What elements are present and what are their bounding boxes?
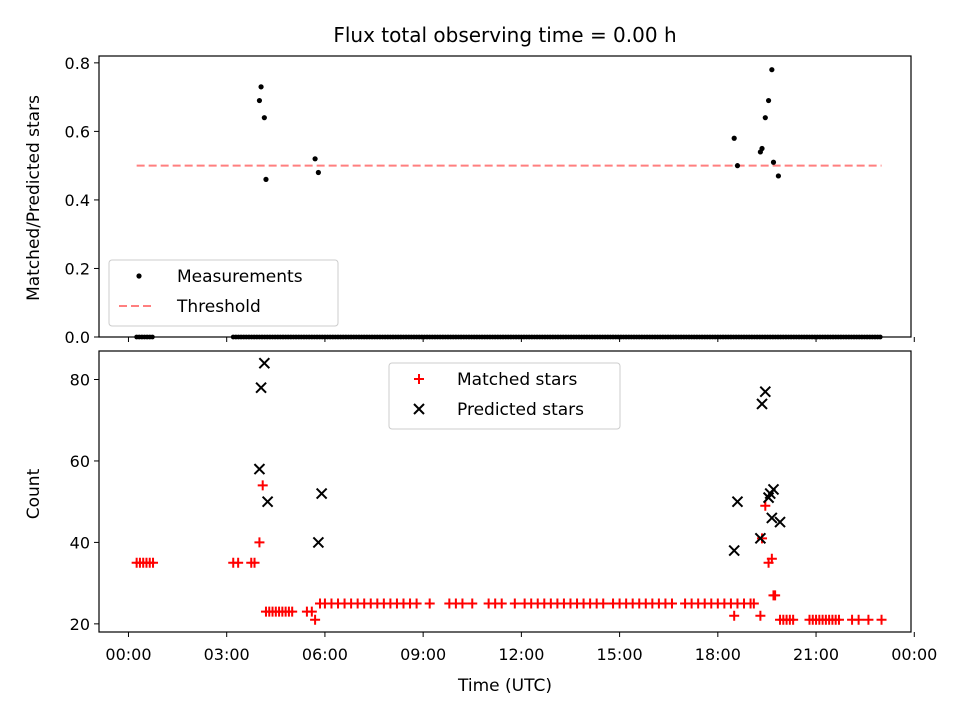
x-tick-label: 00:00	[891, 645, 937, 664]
matched-star-marker	[509, 598, 520, 609]
bottom-axes: 20 40 60 80 00:00 03:00 06:00 09:00 12:00 15:00 18…	[70, 350, 937, 664]
top-y-axis-label: Matched/Predicted stars	[24, 95, 44, 301]
matched-star-marker	[496, 598, 507, 609]
plot-frame	[98, 55, 912, 338]
predicted-star-marker	[756, 398, 768, 410]
matched-star-marker	[249, 557, 260, 568]
matched-star-marker	[310, 614, 321, 625]
matched-star-marker	[755, 610, 766, 621]
matched-star-marker	[757, 533, 768, 544]
legend-box	[108, 259, 339, 327]
chart-title: Flux total observing time = 0.00 h	[333, 23, 676, 47]
y-tick-label: 0.6	[65, 122, 90, 141]
legend-marker-x	[413, 403, 425, 415]
predicted-star-marker	[312, 536, 325, 549]
legend-label: Matched stars	[457, 370, 577, 390]
measurement-point	[759, 145, 765, 152]
predicted-star-marker	[255, 381, 267, 394]
matched-star-marker	[853, 614, 864, 625]
measurement-point	[258, 84, 264, 90]
matched-star-marker	[257, 480, 268, 491]
measurement-point	[769, 67, 775, 73]
matched-star-marker	[306, 606, 317, 617]
x-tick-label: 15:00	[597, 645, 643, 664]
predicted-star-marker	[767, 483, 780, 496]
x-axis-label: Time (UTC)	[457, 676, 552, 696]
matched-star-marker	[729, 610, 740, 621]
measurement-point	[256, 97, 263, 104]
measurement-point	[770, 159, 777, 165]
matched-star-marker	[766, 553, 777, 564]
matched-star-marker	[833, 614, 844, 625]
predicted-star-marker	[731, 495, 744, 508]
y-tick-label: 60	[70, 452, 90, 471]
matched-star-marker	[760, 500, 771, 511]
top-data-layer	[134, 67, 883, 340]
x-tick-label: 12:00	[498, 645, 544, 664]
x-tick-label: 18:00	[695, 645, 741, 664]
matched-star-marker	[876, 614, 887, 625]
predicted-star-marker	[315, 487, 328, 500]
predicted-star-marker	[728, 544, 740, 557]
matched-star-marker	[467, 598, 478, 609]
bottom-data-layer	[131, 357, 887, 625]
legend-box	[388, 362, 621, 430]
bottom-panel: Count Time (UTC) 20 40 60 80 00:00 03:00 06:00…	[24, 350, 937, 696]
matched-star-marker	[457, 598, 468, 609]
x-tick-label: 21:00	[793, 645, 839, 664]
measurement-point	[734, 163, 741, 169]
predicted-star-marker	[261, 495, 274, 508]
legend-label: Predicted stars	[457, 400, 584, 420]
y-tick-label: 0.8	[65, 54, 90, 73]
predicted-star-marker	[774, 516, 786, 528]
measurement-point	[762, 115, 768, 121]
matched-star-marker	[287, 606, 298, 617]
measurement-point	[731, 135, 737, 141]
predicted-star-marker	[766, 512, 778, 524]
predicted-star-marker	[253, 463, 266, 475]
legend-marker-dot	[136, 273, 142, 279]
measurement-point	[775, 173, 781, 179]
predicted-star-marker	[759, 386, 772, 398]
top-legend: Measurements Threshold	[108, 259, 339, 327]
matched-star-marker	[770, 590, 781, 601]
matched-star-marker	[666, 598, 677, 609]
measurement-point	[312, 156, 318, 162]
legend-marker-plus	[414, 374, 424, 384]
y-tick-label: 0.0	[65, 328, 90, 347]
top-panel: Flux total observing time = 0.00 h Match…	[24, 23, 915, 347]
top-axes: 0.0 0.2 0.4 0.6 0.8	[65, 54, 915, 347]
matched-star-marker	[233, 557, 244, 568]
measurement-point	[315, 169, 321, 176]
matched-star-marker	[863, 614, 874, 625]
y-tick-label: 0.4	[65, 191, 90, 210]
matched-star-marker	[148, 557, 159, 568]
x-tick-label: 06:00	[302, 645, 348, 664]
measurement-point	[261, 115, 267, 121]
y-tick-label: 40	[70, 533, 90, 552]
matched-star-marker	[411, 598, 422, 609]
legend-label: Measurements	[177, 267, 303, 287]
predicted-star-marker	[258, 357, 271, 369]
matched-star-marker	[788, 614, 799, 625]
legend-label: Threshold	[176, 297, 261, 317]
x-tick-label: 09:00	[400, 645, 446, 664]
x-tick-label: 03:00	[204, 645, 250, 664]
y-tick-label: 80	[70, 371, 90, 390]
x-tick-label: 00:00	[105, 645, 151, 664]
bottom-legend: Matched stars Predicted stars	[388, 362, 621, 430]
measurement-point	[765, 97, 772, 104]
plot-frame	[98, 350, 912, 633]
matched-star-marker	[598, 598, 609, 609]
matched-star-marker	[748, 598, 759, 609]
y-tick-label: 0.2	[65, 259, 90, 278]
matched-star-marker	[254, 537, 265, 548]
predicted-star-marker	[754, 532, 767, 545]
bottom-y-axis-label: Count	[24, 468, 44, 519]
y-tick-label: 20	[70, 615, 90, 634]
measurement-point	[263, 176, 269, 182]
matched-star-marker	[424, 598, 435, 609]
